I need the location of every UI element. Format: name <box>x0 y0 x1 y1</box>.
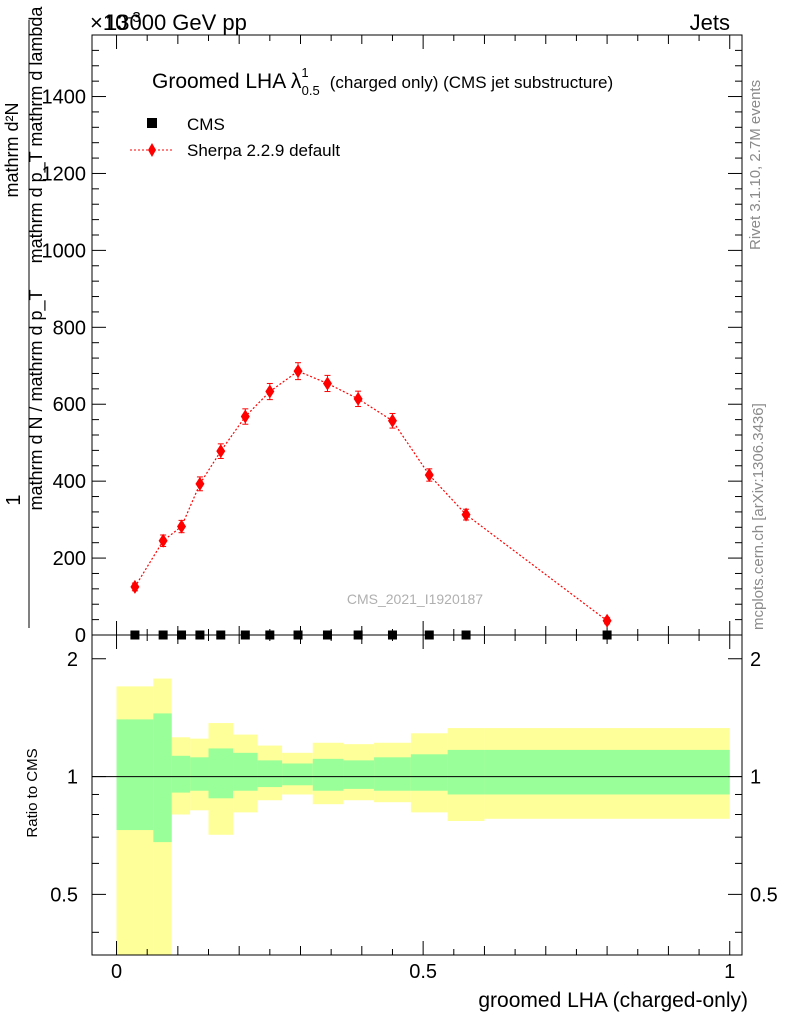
chart-title: Groomed LHA λ1 0.5 (charged only) (CMS jet… <box>152 65 613 98</box>
mcplots-label: mcplots.cern.ch [arXiv:1306.3436] <box>750 403 767 630</box>
ratio-y-tick-label-right: 2 <box>750 649 761 671</box>
sherpa-point <box>177 519 187 534</box>
legend-marker-sherpa <box>148 143 156 157</box>
ratio-band-1sigma <box>190 757 209 791</box>
category-label: Jets <box>690 10 730 35</box>
ratio-y-tick-label-left: 2 <box>67 649 78 671</box>
ratio-y-tick-label-right: 0.5 <box>750 884 778 906</box>
x-tick-label: 0.5 <box>409 961 437 983</box>
sherpa-line <box>134 370 608 622</box>
sherpa-point <box>216 444 226 459</box>
sherpa-point <box>322 376 332 391</box>
y-tick-label: 400 <box>53 471 86 493</box>
ratio-band-1sigma <box>374 757 411 791</box>
ratio-y-axis: 0.5 0.5 1 1 2 2 <box>50 649 778 933</box>
x-tick-label: 0 <box>111 961 122 983</box>
rivet-label: Rivet 3.1.10, 2.7M events <box>747 80 764 250</box>
ratio-y-tick-label-left: 0.5 <box>50 884 78 906</box>
sherpa-point <box>602 613 612 628</box>
x-axis-label: groomed LHA (charged-only) <box>478 989 748 1012</box>
sherpa-point <box>353 391 363 406</box>
y-label-prefix-den: mathrm d N / mathrm d p_T <box>26 289 47 510</box>
ratio-band-1sigma <box>282 763 313 786</box>
y-label-numerator: mathrm d²N <box>2 102 22 197</box>
sherpa-point <box>461 507 471 522</box>
ratio-band-1sigma <box>410 754 448 791</box>
exponent-label: ×10-3 <box>90 9 141 35</box>
ratio-y-tick-label-left: 1 <box>67 767 78 789</box>
sherpa-point <box>387 413 397 428</box>
y-axis-label-main: 1 mathrm d²N mathrm d N / mathrm d p_T m… <box>2 6 47 628</box>
y-label-denominator: mathrm d p_T mathrm d lambda <box>26 6 47 264</box>
ratio-bands <box>116 678 730 955</box>
ratio-band-1sigma <box>257 760 283 788</box>
ratio-y-label: Ratio to CMS <box>24 748 41 837</box>
y-tick-label: 1400 <box>42 87 87 109</box>
legend-marker-cms <box>147 118 157 128</box>
ratio-band-1sigma <box>312 758 344 791</box>
sherpa-point <box>424 468 434 482</box>
ratio-x-axis: 0 0.5 1 <box>111 635 735 983</box>
ratio-band-1sigma <box>484 749 730 795</box>
sherpa-point <box>158 533 168 548</box>
y-tick-label: 0 <box>75 625 86 647</box>
sherpa-point <box>130 579 140 594</box>
main-y-axis: 0 200 400 600 800 1000 1200 1400 <box>42 34 742 647</box>
ratio-y-tick-label-right: 1 <box>750 767 761 789</box>
sherpa-point <box>195 476 205 491</box>
y-tick-label: 600 <box>53 394 86 416</box>
sherpa-point <box>293 364 303 379</box>
y-label-prefix: 1 <box>3 494 25 505</box>
energy-label: 13000 GeV pp <box>105 10 247 35</box>
ratio-band-1sigma <box>171 755 191 793</box>
legend-label-cms: CMS <box>187 115 225 134</box>
ratio-band-1sigma <box>233 752 258 791</box>
ratio-band-1sigma <box>447 749 485 795</box>
y-tick-label: 1000 <box>42 240 87 262</box>
y-tick-label: 800 <box>53 317 86 339</box>
ratio-band-1sigma <box>153 713 172 843</box>
y-tick-label: 200 <box>53 548 86 570</box>
ratio-band-1sigma <box>116 719 154 831</box>
sherpa-series <box>130 362 612 628</box>
analysis-watermark: CMS_2021_I1920187 <box>347 591 483 607</box>
x-tick-label: 1 <box>724 961 735 983</box>
sherpa-point <box>240 409 250 424</box>
ratio-band-1sigma <box>208 748 234 799</box>
sherpa-point <box>265 384 275 399</box>
ratio-band-1sigma <box>343 760 375 789</box>
legend-label-sherpa: Sherpa 2.2.9 default <box>187 141 340 160</box>
y-tick-label: 1200 <box>42 163 87 185</box>
ratio-frame <box>91 634 743 956</box>
